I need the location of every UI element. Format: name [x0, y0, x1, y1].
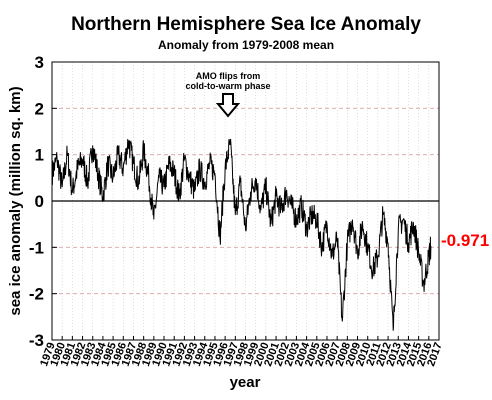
y-tick-label: 1	[35, 146, 44, 165]
chart-subtitle: Anomaly from 1979-2008 mean	[158, 38, 334, 52]
x-axis-label: year	[230, 374, 261, 391]
y-tick-label: 0	[35, 192, 44, 211]
latest-value-callout: -0.971	[441, 231, 489, 250]
y-tick-label: -3	[29, 331, 44, 350]
annotation-line-1: AMO flips from	[196, 71, 261, 81]
y-tick-label: -1	[29, 238, 44, 257]
x-axis-ticks: 1979198019811982198319841985198619871988…	[38, 336, 445, 368]
y-axis-label: sea ice anomaly (million sq. km)	[7, 86, 24, 315]
y-tick-label: -2	[29, 285, 44, 304]
annotation-line-2: cold-to-warm phase	[185, 81, 270, 91]
y-tick-label: 2	[35, 99, 44, 118]
y-tick-label: 3	[35, 53, 44, 72]
y-axis-ticks: 3 2 1 0 -1 -2 -3	[29, 53, 57, 350]
down-arrow-icon	[215, 93, 241, 118]
chart-title: Northern Hemisphere Sea Ice Anomaly	[71, 14, 421, 35]
amo-annotation: AMO flips from cold-to-warm phase	[185, 71, 271, 118]
series-line	[51, 138, 432, 331]
